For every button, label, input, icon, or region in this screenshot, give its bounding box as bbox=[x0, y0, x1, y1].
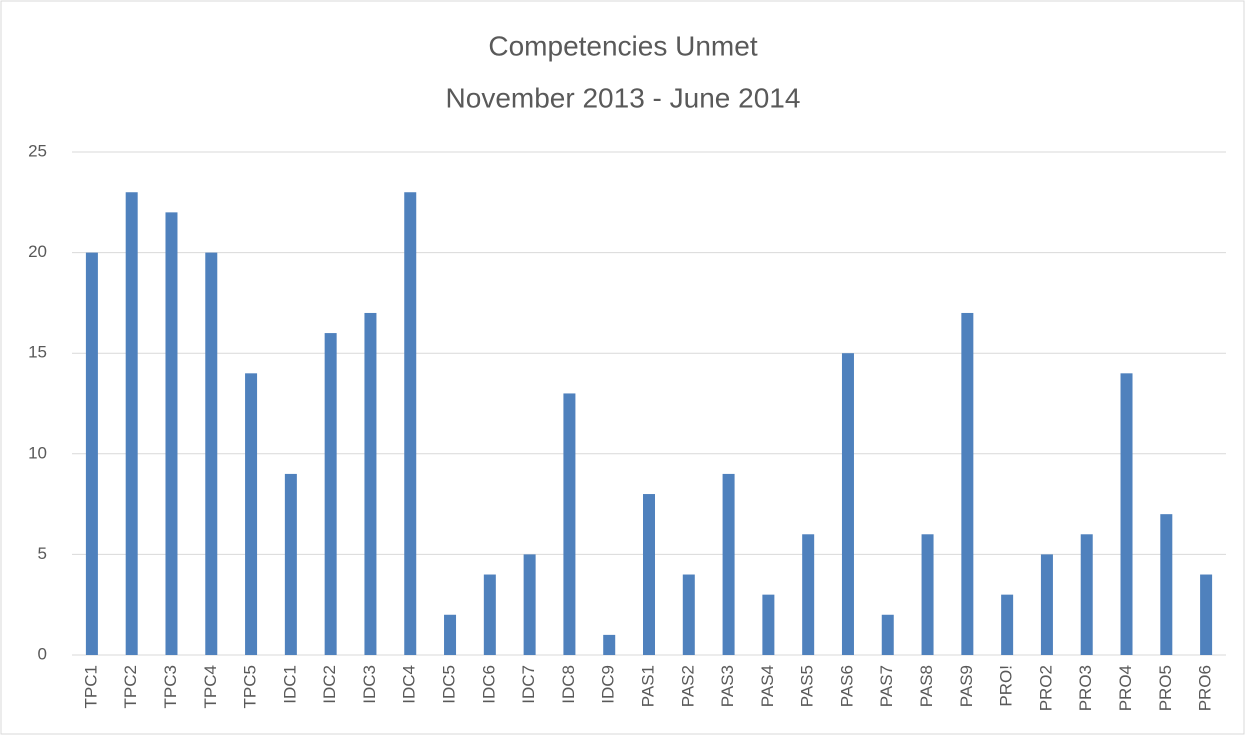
bar bbox=[205, 252, 218, 655]
x-tick-label: IDC9 bbox=[599, 665, 618, 704]
x-tick-label: PAS3 bbox=[718, 665, 737, 707]
bar bbox=[1120, 373, 1133, 655]
x-tick-label: TPC5 bbox=[241, 665, 260, 708]
x-tick-label: IDC2 bbox=[320, 665, 339, 704]
bar bbox=[1160, 514, 1173, 655]
bar bbox=[1001, 594, 1014, 655]
x-tick-label: PAS8 bbox=[917, 665, 936, 707]
x-tick-label: TPC3 bbox=[161, 665, 180, 708]
chart-title: Competencies Unmet bbox=[488, 30, 757, 61]
x-tick-label: PAS4 bbox=[758, 665, 777, 707]
y-tick-label: 20 bbox=[28, 242, 47, 261]
x-tick-label: IDC5 bbox=[440, 665, 459, 704]
x-tick-label: PAS1 bbox=[638, 665, 657, 707]
bar bbox=[921, 534, 934, 655]
y-tick-label: 5 bbox=[38, 544, 47, 563]
x-tick-label: TPC4 bbox=[201, 665, 220, 708]
y-tick-label: 25 bbox=[28, 141, 47, 160]
bar bbox=[643, 494, 655, 655]
x-tick-label: IDC4 bbox=[400, 665, 419, 704]
bar bbox=[284, 473, 297, 655]
bar bbox=[245, 373, 258, 655]
x-tick-label: PRO3 bbox=[1076, 665, 1095, 711]
bar bbox=[563, 393, 576, 655]
x-tick-label: PAS6 bbox=[837, 665, 856, 707]
x-tick-label: PAS9 bbox=[957, 665, 976, 707]
bar bbox=[762, 594, 775, 655]
bar bbox=[523, 554, 536, 655]
x-tick-label: PAS2 bbox=[678, 665, 697, 707]
x-tick-label: TPC1 bbox=[81, 665, 100, 708]
chart-subtitle: November 2013 - June 2014 bbox=[446, 82, 801, 113]
bar bbox=[603, 634, 616, 655]
bar bbox=[444, 614, 457, 655]
x-tick-label: PRO4 bbox=[1116, 665, 1135, 711]
bar bbox=[682, 574, 695, 655]
bar bbox=[1200, 574, 1213, 655]
x-tick-label: IDC3 bbox=[360, 665, 379, 704]
x-tick-label: IDC6 bbox=[479, 665, 498, 704]
x-tick-label: PRO6 bbox=[1196, 665, 1215, 711]
x-tick-label: PRO5 bbox=[1156, 665, 1175, 711]
x-tick-label: TPC2 bbox=[121, 665, 140, 708]
x-tick-label: IDC8 bbox=[559, 665, 578, 704]
bar bbox=[841, 353, 854, 655]
x-tick-label: PAS5 bbox=[798, 665, 817, 707]
bar bbox=[722, 473, 735, 655]
y-tick-label: 15 bbox=[28, 343, 47, 362]
x-tick-label: IDC7 bbox=[519, 665, 538, 704]
bar bbox=[881, 614, 894, 655]
bar bbox=[324, 333, 337, 655]
bar bbox=[802, 534, 815, 655]
bar bbox=[85, 252, 98, 655]
x-tick-label: PRO2 bbox=[1036, 665, 1055, 711]
bar bbox=[125, 192, 138, 656]
bar bbox=[404, 192, 417, 656]
bar bbox=[1080, 534, 1093, 655]
y-tick-label: 10 bbox=[28, 443, 47, 462]
x-tick-label: IDC1 bbox=[280, 665, 299, 704]
y-tick-label: 0 bbox=[38, 644, 47, 663]
x-tick-label: PAS7 bbox=[877, 665, 896, 707]
bar bbox=[364, 312, 377, 655]
x-tick-label: PRO! bbox=[997, 665, 1016, 707]
bar bbox=[1040, 554, 1053, 655]
bar bbox=[165, 212, 178, 656]
bar bbox=[483, 574, 496, 655]
bar bbox=[961, 312, 974, 655]
